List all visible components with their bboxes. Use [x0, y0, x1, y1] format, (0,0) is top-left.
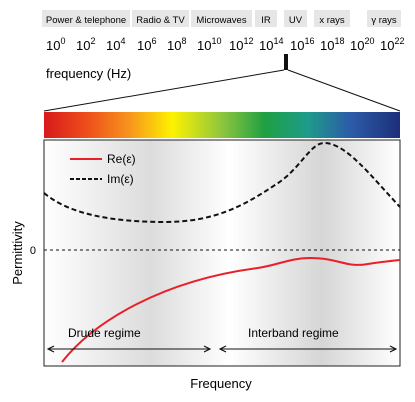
band-label-microwaves: Microwaves: [196, 15, 246, 26]
tick-exponent: 6: [151, 36, 156, 46]
interband-regime-label: Interband regime: [248, 326, 339, 340]
tick-exponent: 10: [211, 36, 221, 46]
svg-text:1018: 1018: [320, 36, 344, 53]
band-box-xrays: [314, 10, 350, 27]
tick-base: 10: [350, 38, 364, 53]
band-label-gamma: γ rays: [371, 15, 397, 26]
tick-exponent: 8: [181, 36, 186, 46]
svg-text:106: 106: [137, 36, 156, 53]
visible-spectrum-strip: [44, 112, 400, 138]
tick-exponent: 18: [334, 36, 344, 46]
visible-range-marker: [284, 54, 288, 70]
svg-text:108: 108: [167, 36, 186, 53]
im-epsilon-curve: [43, 141, 401, 224]
tick-exponent: 4: [120, 36, 125, 46]
band-box-ir: [255, 10, 277, 27]
drude-regime-label: Drude regime: [68, 326, 141, 340]
svg-text:104: 104: [106, 36, 125, 53]
band-box-power: [42, 10, 130, 27]
band-label-uv: UV: [289, 15, 303, 26]
svg-text:1014: 1014: [259, 36, 283, 53]
plot-frame: [43, 139, 401, 367]
x-axis-label: Frequency: [190, 376, 252, 391]
tick-base: 10: [320, 38, 334, 53]
tick-exponent: 20: [364, 36, 374, 46]
spectrum-band-row: Power & telephone Radio & TV Microwaves …: [42, 10, 401, 27]
legend-label-im: Im(ε): [107, 172, 134, 186]
tick-base: 10: [106, 38, 120, 53]
tick-exponent: 12: [243, 36, 253, 46]
band-box-microwaves: [191, 10, 252, 27]
svg-text:1016: 1016: [290, 36, 314, 53]
band-label-power: Power & telephone: [46, 15, 126, 26]
zoom-line-right: [287, 69, 401, 112]
tick-base: 10: [46, 38, 60, 53]
svg-text:1012: 1012: [229, 36, 253, 53]
tick-exponent: 14: [273, 36, 283, 46]
tick-exponent: 16: [304, 36, 314, 46]
tick-base: 10: [167, 38, 181, 53]
tick-exponent: 22: [394, 36, 404, 46]
tick-base: 10: [229, 38, 243, 53]
frequency-axis-label: frequency (Hz): [46, 66, 131, 81]
svg-text:1022: 1022: [380, 36, 404, 53]
tick-base: 10: [259, 38, 273, 53]
band-label-xrays: x rays: [319, 15, 345, 26]
zero-label: 0: [30, 245, 36, 257]
svg-text:1020: 1020: [350, 36, 374, 53]
legend-label-re: Re(ε): [107, 152, 136, 166]
tick-exponent: 2: [90, 36, 95, 46]
frequency-ticks: 100 102 104 106 108 1010 1012 1014 1016 …: [46, 36, 404, 53]
tick-base: 10: [76, 38, 90, 53]
tick-exponent: 0: [60, 36, 65, 46]
svg-text:100: 100: [46, 36, 65, 53]
legend: Re(ε) Im(ε): [70, 152, 136, 186]
tick-base: 10: [380, 38, 394, 53]
band-box-uv: [284, 10, 307, 27]
tick-base: 10: [197, 38, 211, 53]
re-epsilon-curve: [61, 256, 401, 363]
tick-base: 10: [290, 38, 304, 53]
band-label-radio: Radio & TV: [136, 15, 185, 26]
y-axis-label: Permittivity: [10, 221, 25, 285]
tick-base: 10: [137, 38, 151, 53]
band-box-radio: [132, 10, 189, 27]
band-box-gamma: [367, 10, 401, 27]
svg-text:102: 102: [76, 36, 95, 53]
zoom-line-left: [43, 69, 285, 112]
band-label-ir: IR: [261, 15, 271, 26]
svg-text:1010: 1010: [197, 36, 221, 53]
